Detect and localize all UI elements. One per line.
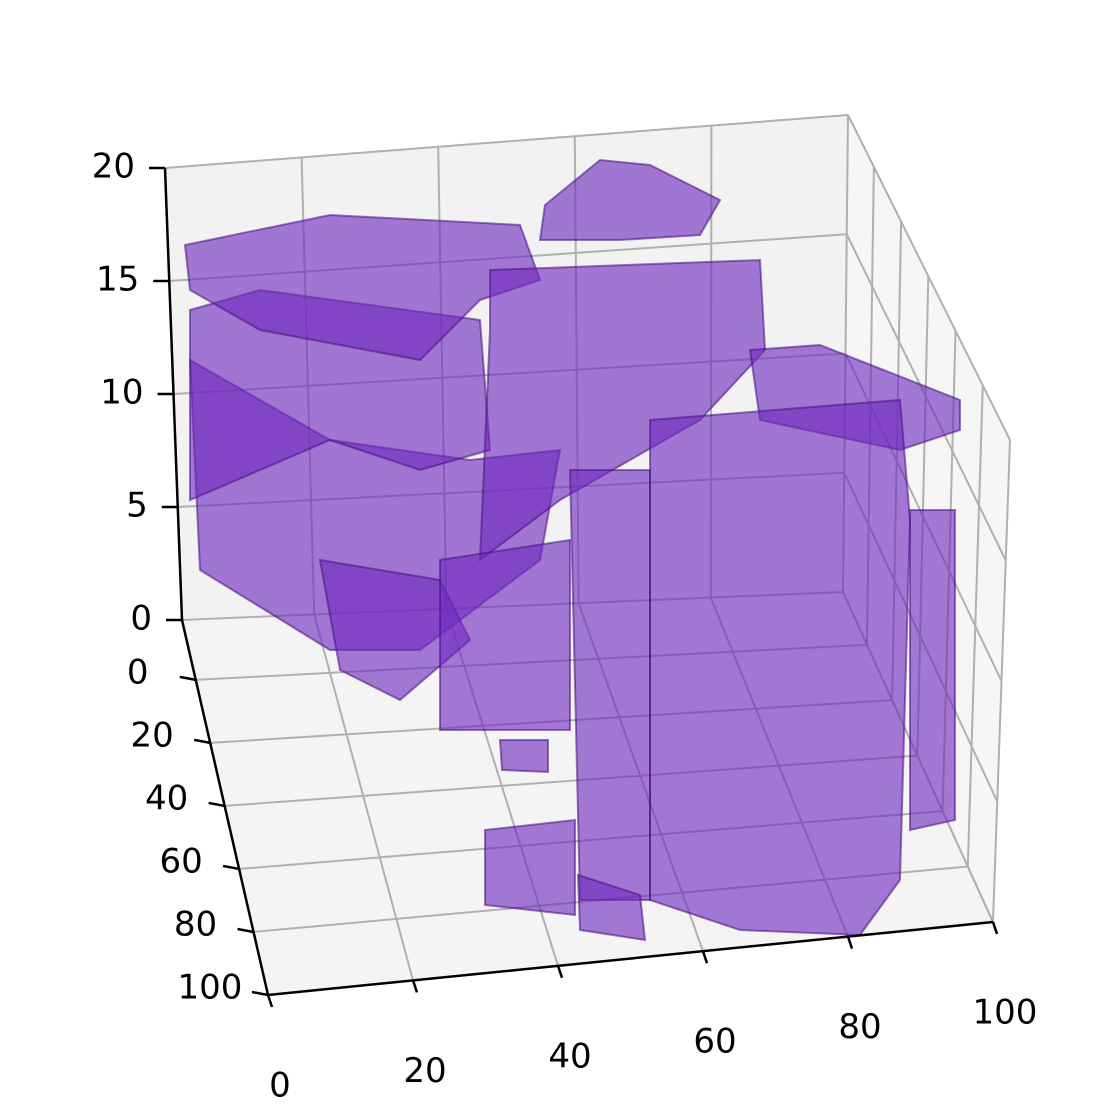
axis-line [180,619,270,996]
tick-mark [208,801,225,808]
tick-mark [193,738,211,745]
z-tick-label: 0 [130,599,152,639]
z-tick-label: 5 [126,486,148,526]
x-tick-label: 60 [693,1022,736,1062]
voxel-blob [478,258,767,563]
voxel-blob [909,509,956,832]
z-tick-label: 20 [92,147,135,187]
y-tick-label: 100 [178,968,243,1008]
voxel-blob [484,818,576,917]
tick-mark [846,936,854,949]
y-tick-label: 40 [145,778,188,818]
tick-mark [411,980,419,993]
voxel-blob [498,739,549,774]
voxel-blob [439,538,571,731]
voxel-blob [538,158,722,241]
x-tick-label: 40 [548,1036,591,1076]
y-tick-label: 80 [174,904,217,944]
z-tick-label: 15 [96,260,139,300]
tick-mark [556,965,564,979]
x-tick-label: 80 [838,1007,881,1047]
voxel-blob [576,873,647,942]
tick-mark [991,921,999,935]
y-tick-label: 20 [131,715,174,755]
x-tick-label: 0 [269,1066,291,1106]
voxel-blob [183,213,542,362]
grid-line [164,114,849,169]
x-tick-label: 20 [403,1051,446,1091]
tick-mark [237,927,254,934]
tick-mark [222,864,240,871]
voxel-blob [318,558,472,702]
tick-mark [179,675,196,682]
axes: 0 20 40 60 80 100 0 20 40 60 80 100 0 5 10 15 20 [92,147,1038,1106]
tick-mark [701,950,709,964]
voxel-blob [568,469,651,901]
tick-mark [266,994,274,1008]
x-tick-label: 100 [973,993,1038,1033]
y-tick-label: 0 [127,652,149,692]
tick-mark [251,990,269,997]
voxels [183,158,961,942]
grid-line [847,114,1011,441]
z-tick-label: 10 [100,373,143,413]
voxel-blob [649,398,912,937]
y-tick-label: 60 [159,841,202,881]
axis-line [267,920,994,997]
